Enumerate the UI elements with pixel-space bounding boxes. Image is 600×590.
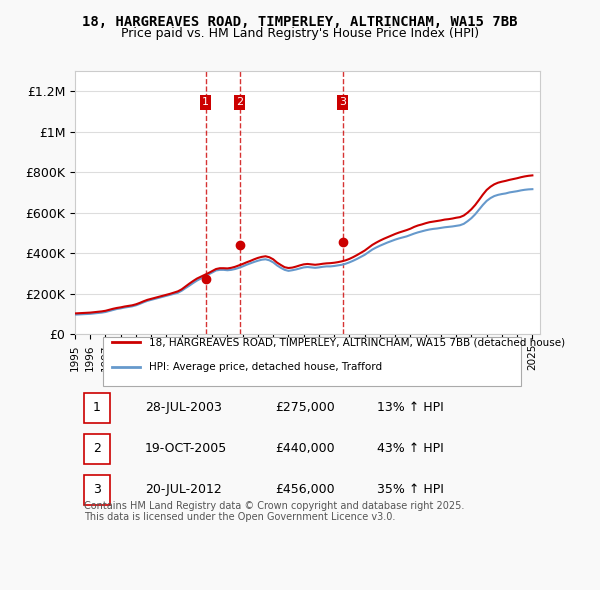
Text: 13% ↑ HPI: 13% ↑ HPI (377, 401, 444, 414)
Text: £440,000: £440,000 (275, 442, 335, 455)
Text: 19-OCT-2005: 19-OCT-2005 (145, 442, 227, 455)
Text: 28-JUL-2003: 28-JUL-2003 (145, 401, 221, 414)
Text: 18, HARGREAVES ROAD, TIMPERLEY, ALTRINCHAM, WA15 7BB: 18, HARGREAVES ROAD, TIMPERLEY, ALTRINCH… (82, 15, 518, 29)
Text: 1: 1 (202, 97, 209, 107)
Text: 3: 3 (339, 97, 346, 107)
Text: HPI: Average price, detached house, Trafford: HPI: Average price, detached house, Traf… (149, 362, 383, 372)
Text: 2: 2 (236, 97, 243, 107)
Text: 2: 2 (93, 442, 101, 455)
Text: 1: 1 (93, 401, 101, 414)
Text: 20-JUL-2012: 20-JUL-2012 (145, 483, 221, 496)
FancyBboxPatch shape (84, 434, 110, 464)
Text: £456,000: £456,000 (275, 483, 335, 496)
Text: 43% ↑ HPI: 43% ↑ HPI (377, 442, 444, 455)
Text: 3: 3 (93, 483, 101, 496)
Text: £275,000: £275,000 (275, 401, 335, 414)
Text: 35% ↑ HPI: 35% ↑ HPI (377, 483, 444, 496)
FancyBboxPatch shape (84, 475, 110, 504)
FancyBboxPatch shape (103, 337, 521, 386)
Text: Price paid vs. HM Land Registry's House Price Index (HPI): Price paid vs. HM Land Registry's House … (121, 27, 479, 40)
Text: Contains HM Land Registry data © Crown copyright and database right 2025.
This d: Contains HM Land Registry data © Crown c… (84, 501, 464, 522)
Text: 18, HARGREAVES ROAD, TIMPERLEY, ALTRINCHAM, WA15 7BB (detached house): 18, HARGREAVES ROAD, TIMPERLEY, ALTRINCH… (149, 337, 566, 348)
FancyBboxPatch shape (84, 393, 110, 423)
